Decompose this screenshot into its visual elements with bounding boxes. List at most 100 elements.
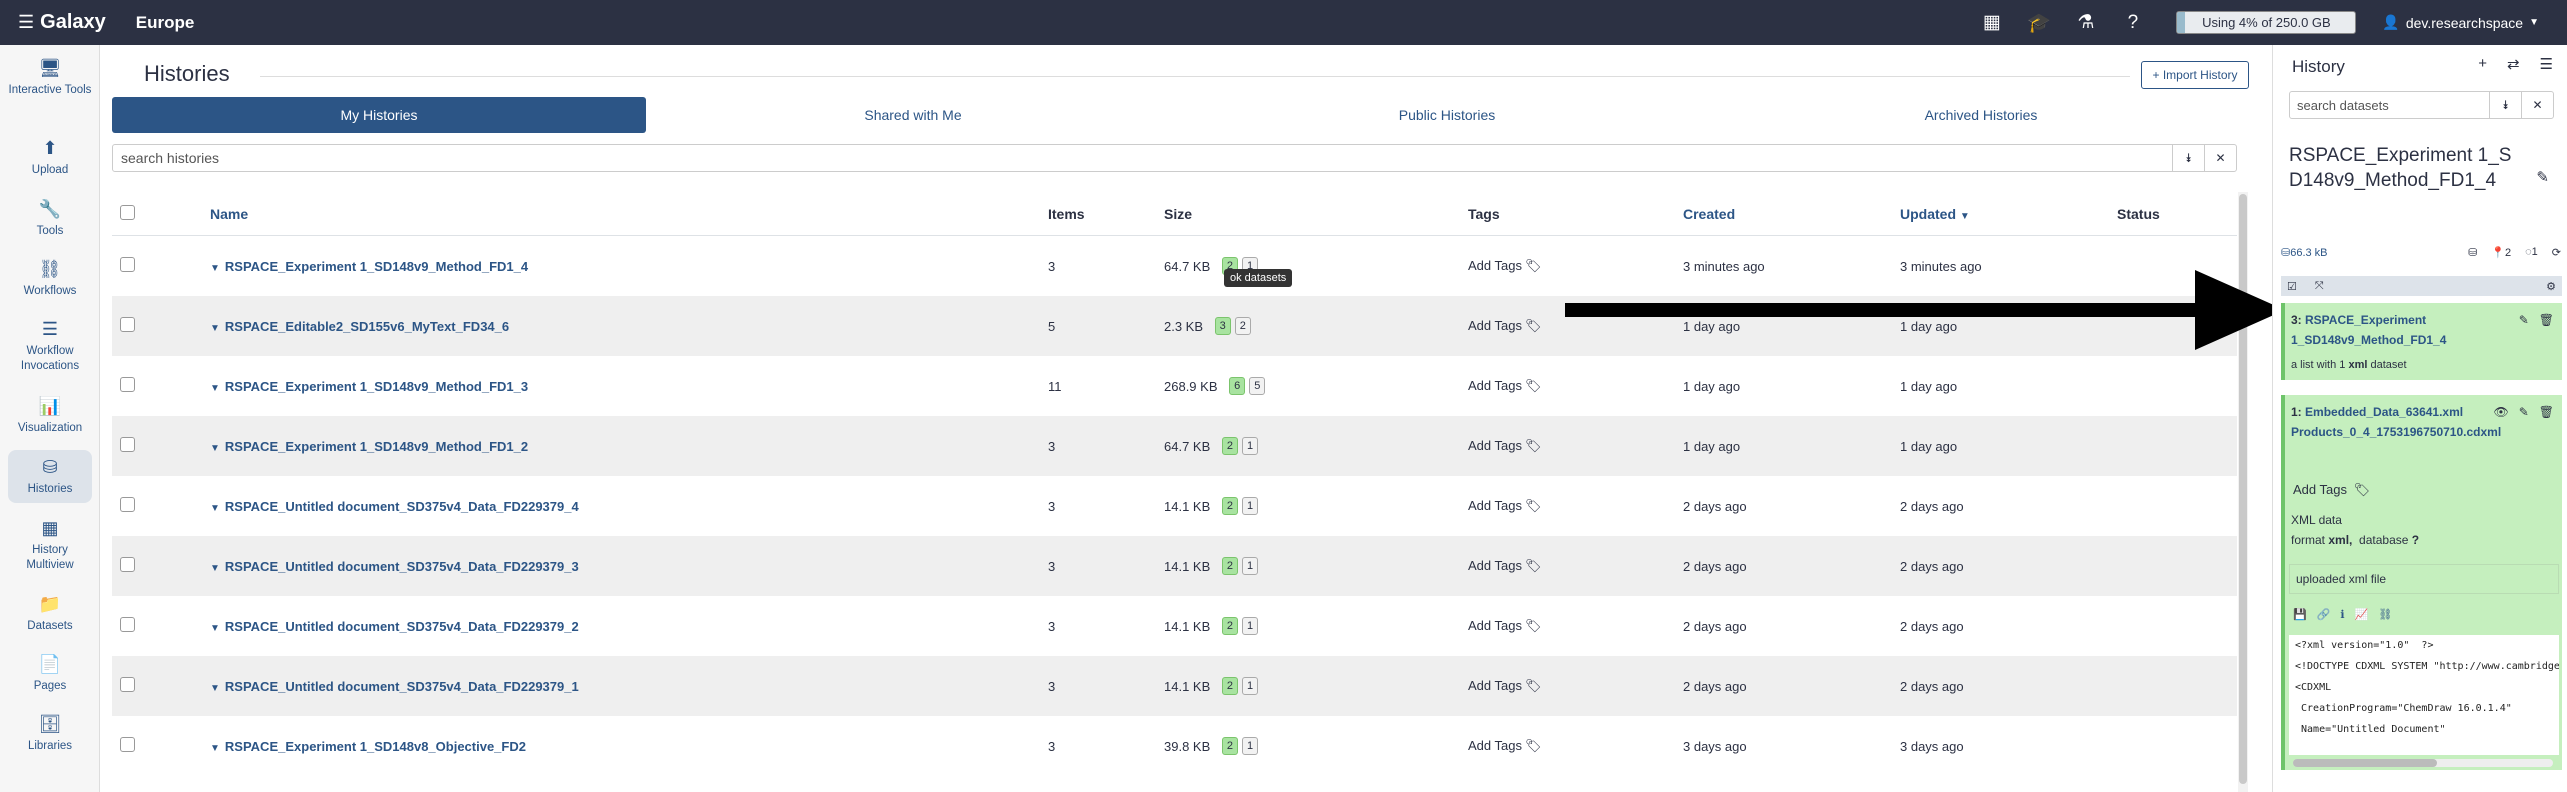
flask-icon[interactable]: ⚗ bbox=[2077, 12, 2095, 33]
history-name-link[interactable]: RSPACE_Untitled document_SD375v4_Data_FD… bbox=[224, 558, 579, 574]
tags-cell[interactable]: Add Tags 🏷 bbox=[1468, 318, 1683, 334]
activity-pages[interactable]: 📄 Pages bbox=[8, 653, 92, 694]
edit-pencil-icon[interactable]: ✎ bbox=[2518, 313, 2529, 327]
select-items-icon[interactable]: ☑ bbox=[2287, 280, 2297, 293]
tags-cell[interactable]: Add Tags 🏷 bbox=[1468, 738, 1683, 754]
brand[interactable]: ☰ Galaxy Europe bbox=[0, 11, 194, 34]
table-scrollbar[interactable] bbox=[2238, 192, 2248, 792]
gear-icon[interactable]: ⚙ bbox=[2546, 280, 2556, 293]
table-row[interactable]: ▼ RSPACE_Experiment 1_SD148v9_Method_FD1_… bbox=[112, 356, 2237, 416]
row-checkbox[interactable] bbox=[120, 497, 135, 512]
tab-shared-with-me[interactable]: Shared with Me bbox=[864, 107, 962, 123]
peek-scrollbar[interactable] bbox=[2293, 759, 2553, 767]
row-checkbox[interactable] bbox=[120, 617, 135, 632]
tags-cell[interactable]: Add Tags 🏷 bbox=[1468, 438, 1683, 454]
tags-cell[interactable]: Add Tags 🏷 bbox=[1468, 378, 1683, 394]
table-row[interactable]: ▼ RSPACE_Untitled document_SD375v4_Data_F… bbox=[112, 656, 2237, 716]
deleted-count-badge[interactable]: 1 bbox=[1242, 497, 1259, 515]
history-name-cell[interactable]: ▼ RSPACE_Untitled document_SD375v4_Data_F… bbox=[210, 559, 1048, 574]
history-name-link[interactable]: RSPACE_Experiment 1_SD148v9_Method_FD1_2 bbox=[224, 438, 529, 454]
advanced-search-toggle-icon[interactable]: ⯯ bbox=[2172, 145, 2204, 171]
chart-icon[interactable]: 📈 bbox=[2354, 609, 2369, 621]
select-all-checkbox[interactable] bbox=[120, 204, 135, 220]
dataset-title[interactable]: 1: Embedded_Data_63641.xml Products_0_4_… bbox=[2291, 402, 2501, 442]
tags-cell[interactable]: Add Tags 🏷 bbox=[1468, 618, 1683, 634]
tags-cell[interactable]: Add Tags 🏷 bbox=[1468, 558, 1683, 574]
ok-count-badge[interactable]: 2 bbox=[1221, 437, 1239, 455]
advanced-search-toggle-icon[interactable]: ⯯ bbox=[2489, 92, 2521, 118]
link-icon[interactable]: 🔗 bbox=[2316, 609, 2331, 621]
tags-cell[interactable]: Add Tags 🏷 bbox=[1468, 258, 1683, 274]
edit-pencil-icon[interactable]: ✎ bbox=[2536, 169, 2549, 186]
edit-pencil-icon[interactable]: ✎ bbox=[2518, 405, 2529, 419]
apps-grid-icon[interactable]: ▦ bbox=[1982, 12, 2001, 33]
history-name-link[interactable]: RSPACE_Untitled document_SD375v4_Data_FD… bbox=[224, 618, 579, 634]
table-row[interactable]: ▼ RSPACE_Experiment 1_SD148v8_Objective_F… bbox=[112, 716, 2237, 776]
database-value[interactable]: ? bbox=[2411, 533, 2420, 547]
deleted-count[interactable]: 📍2 bbox=[2491, 246, 2511, 259]
deleted-count-badge[interactable]: 1 bbox=[1242, 737, 1259, 755]
info-icon[interactable]: ℹ bbox=[2340, 609, 2345, 621]
switch-history-icon[interactable]: ⇄ bbox=[2506, 56, 2520, 73]
activity-libraries[interactable]: 🗄 Libraries bbox=[8, 713, 92, 754]
collapse-expanded-icon[interactable]: ⤧ bbox=[2314, 279, 2324, 292]
ok-count-badge[interactable]: 2 bbox=[1221, 677, 1239, 695]
history-name-cell[interactable]: ▼ RSPACE_Editable2_SD155v6_MyText_FD34_6 bbox=[210, 319, 1048, 334]
history-name-link[interactable]: RSPACE_Untitled document_SD375v4_Data_FD… bbox=[224, 498, 579, 514]
hidden-count[interactable]: ◌1 bbox=[2525, 246, 2538, 259]
history-name-link[interactable]: RSPACE_Untitled document_SD375v4_Data_FD… bbox=[224, 678, 579, 694]
history-name-cell[interactable]: ▼ RSPACE_Untitled document_SD375v4_Data_F… bbox=[210, 679, 1048, 694]
history-size[interactable]: 66.3 kB bbox=[2290, 246, 2328, 259]
history-options-icon[interactable]: ☰ bbox=[2539, 56, 2553, 73]
search-input[interactable] bbox=[113, 145, 2172, 171]
ok-count-badge[interactable]: 3 bbox=[1214, 317, 1231, 335]
row-checkbox[interactable] bbox=[120, 737, 135, 752]
history-name-cell[interactable]: ▼ RSPACE_Experiment 1_SD148v8_Objective_F… bbox=[210, 739, 1048, 754]
scrollbar-thumb[interactable] bbox=[2239, 194, 2247, 784]
training-cap-icon[interactable]: 🎓 bbox=[2027, 12, 2051, 34]
trash-icon[interactable]: 🗑 bbox=[2538, 405, 2554, 419]
history-name-link[interactable]: RSPACE_Experiment 1_SD148v8_Objective_FD… bbox=[224, 738, 526, 754]
activity-upload[interactable]: ⬆ Upload bbox=[8, 137, 92, 178]
table-row[interactable]: ▼ RSPACE_Experiment 1_SD148v9_Method_FD1_… bbox=[112, 236, 2237, 296]
activity-tools[interactable]: 🔧 Tools bbox=[8, 198, 92, 239]
history-name-cell[interactable]: ▼ RSPACE_Untitled document_SD375v4_Data_F… bbox=[210, 499, 1048, 514]
history-name-link[interactable]: RSPACE_Experiment 1_SD148v9_Method_FD1_4 bbox=[224, 258, 529, 274]
activity-workflows[interactable]: ⛓ Workflows bbox=[8, 258, 92, 299]
activity-workflow-invocations[interactable]: ☰ Workflow Invocations bbox=[8, 318, 92, 374]
history-name-cell[interactable]: ▼ RSPACE_Experiment 1_SD148v9_Method_FD1_… bbox=[210, 259, 1048, 274]
header-updated[interactable]: Updated ▼ bbox=[1900, 206, 2117, 222]
row-checkbox[interactable] bbox=[120, 257, 135, 272]
deleted-count-badge[interactable]: 5 bbox=[1249, 377, 1266, 395]
header-created[interactable]: Created bbox=[1683, 205, 1736, 222]
dataset-title[interactable]: 3: RSPACE_Experiment 1_SD148v9_Method_FD… bbox=[2291, 310, 2491, 350]
history-name-link[interactable]: RSPACE_Editable2_SD155v6_MyText_FD34_6 bbox=[224, 318, 510, 334]
dataset-item-expanded[interactable]: 1: Embedded_Data_63641.xml Products_0_4_… bbox=[2281, 395, 2562, 770]
import-history-button[interactable]: + Import History bbox=[2141, 61, 2249, 89]
hdd-icon[interactable]: ⛁ bbox=[2468, 247, 2478, 259]
table-row[interactable]: ▼ RSPACE_Untitled document_SD375v4_Data_F… bbox=[112, 536, 2237, 596]
save-icon[interactable]: 💾 bbox=[2293, 609, 2307, 621]
history-name[interactable]: RSPACE_Experiment 1_SD148v9_Method_FD1_4 bbox=[2289, 145, 2512, 191]
ok-count-badge[interactable]: 2 bbox=[1221, 557, 1239, 575]
tab-my-histories[interactable]: My Histories bbox=[112, 97, 646, 133]
ok-count-badge[interactable]: 2 bbox=[1221, 737, 1239, 755]
deleted-count-badge[interactable]: 2 bbox=[1234, 317, 1251, 335]
peek-scrollbar-thumb[interactable] bbox=[2293, 759, 2437, 767]
dataset-search-input[interactable] bbox=[2290, 92, 2489, 118]
activity-datasets[interactable]: 📁 Datasets bbox=[8, 593, 92, 634]
row-checkbox[interactable] bbox=[120, 677, 135, 692]
history-name-link[interactable]: RSPACE_Experiment 1_SD148v9_Method_FD1_3 bbox=[224, 378, 529, 394]
help-icon[interactable]: ? bbox=[2127, 11, 2139, 33]
clear-search-icon[interactable]: ✕ bbox=[2204, 145, 2236, 171]
user-menu[interactable]: 👤 dev.researchspace ▼ bbox=[2382, 14, 2539, 31]
tab-archived-histories[interactable]: Archived Histories bbox=[1924, 107, 2038, 123]
row-checkbox[interactable] bbox=[120, 557, 135, 572]
activity-interactive-tools[interactable]: 🖥 Interactive Tools bbox=[8, 57, 92, 98]
tags-cell[interactable]: Add Tags 🏷 bbox=[1468, 678, 1683, 694]
row-checkbox[interactable] bbox=[120, 437, 135, 452]
clear-search-icon[interactable]: ✕ bbox=[2521, 92, 2553, 118]
deleted-count-badge[interactable]: 1 bbox=[1242, 617, 1259, 635]
tab-public-histories[interactable]: Public Histories bbox=[1398, 107, 1496, 123]
deleted-count-badge[interactable]: 1 bbox=[1242, 437, 1259, 455]
